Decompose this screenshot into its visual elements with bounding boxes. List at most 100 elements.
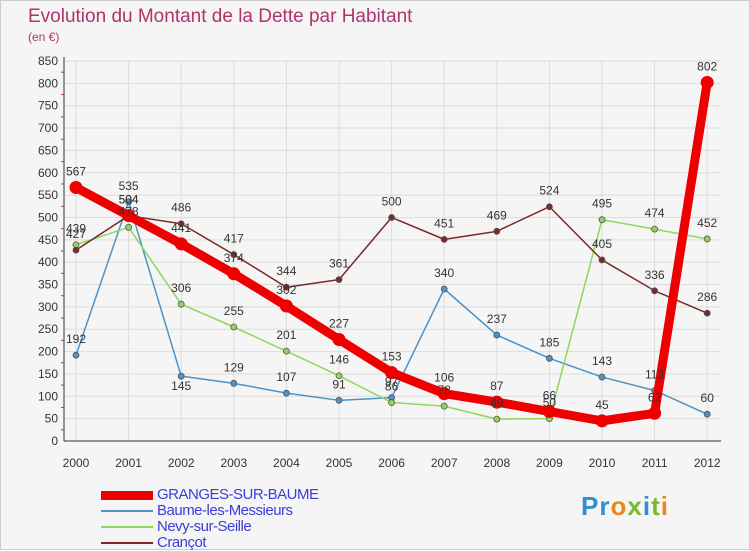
data-point <box>72 246 80 254</box>
data-label: 192 <box>66 332 86 346</box>
data-label: 78 <box>438 383 452 397</box>
data-point <box>385 366 399 380</box>
data-point <box>125 223 132 231</box>
data-label: 439 <box>66 222 86 236</box>
data-point <box>595 414 609 428</box>
data-point <box>437 387 451 401</box>
data-label: 87 <box>490 379 504 393</box>
y-tick-label: 550 <box>38 188 58 202</box>
data-label: 153 <box>382 350 402 364</box>
data-point <box>440 402 448 410</box>
y-tick-label: 400 <box>38 255 58 269</box>
chart-title: Evolution du Montant de la Dette par Hab… <box>28 6 413 27</box>
data-label: 478 <box>119 204 139 218</box>
legend-swatch <box>101 490 153 500</box>
data-point <box>282 283 290 291</box>
y-tick-label: 200 <box>38 345 58 359</box>
data-point <box>388 399 396 406</box>
chart-subtitle: (en €) <box>28 30 60 44</box>
data-point <box>542 404 556 418</box>
legend-label: Baume-les-Messieurs <box>157 502 293 519</box>
legend-swatch <box>101 542 153 544</box>
data-point <box>279 299 293 313</box>
data-label: 500 <box>382 194 402 208</box>
data-point <box>651 287 658 295</box>
grid-layer <box>64 60 721 442</box>
data-point <box>598 373 606 381</box>
data-label: 145 <box>171 379 191 393</box>
y-tick-label: 0 <box>51 434 58 448</box>
data-label: 143 <box>592 354 612 368</box>
data-point <box>335 276 343 284</box>
data-point <box>703 235 711 243</box>
data-point <box>493 415 501 423</box>
data-point <box>230 251 238 258</box>
data-label: 107 <box>276 370 296 384</box>
legend-label: Nevy-sur-Seille <box>157 518 252 535</box>
data-label: 50 <box>543 396 557 410</box>
data-point <box>648 406 662 420</box>
data-point <box>69 181 83 195</box>
data-point <box>227 267 241 281</box>
data-point <box>490 395 504 409</box>
y-tick-label: 300 <box>38 300 58 314</box>
data-label: 255 <box>224 304 244 318</box>
data-point <box>598 216 606 224</box>
y-tick-label: 800 <box>38 76 58 90</box>
data-label: 97 <box>385 375 399 389</box>
data-label: 427 <box>66 227 86 241</box>
x-tick-label: 2007 <box>431 456 458 470</box>
data-point <box>335 396 343 404</box>
data-point <box>332 333 346 347</box>
data-label: 45 <box>595 398 609 412</box>
data-label: 452 <box>697 216 717 230</box>
data-point <box>335 372 343 380</box>
legend-label: Crançot <box>157 534 207 551</box>
brand-letter: o <box>610 491 628 521</box>
x-tick-label: 2009 <box>536 456 563 470</box>
label-layer: 567 504 441 374 302 227 153 106 87 66 45 62 802 192 53… <box>66 59 718 411</box>
y-tick-label: 150 <box>38 367 58 381</box>
data-label: 286 <box>697 290 717 304</box>
data-point <box>282 389 290 397</box>
data-label: 106 <box>434 371 454 385</box>
data-label: 504 <box>119 193 139 207</box>
data-point <box>546 354 553 362</box>
data-label: 306 <box>171 281 191 295</box>
data-point <box>177 220 185 228</box>
series-layer <box>69 75 714 428</box>
data-point <box>440 235 448 243</box>
legend-swatch <box>101 526 153 528</box>
brand-logo: Proxiti <box>581 491 669 522</box>
data-point <box>493 227 501 235</box>
y-tick-label: 700 <box>38 121 58 135</box>
data-label: 336 <box>645 268 665 282</box>
brand-letter: r <box>599 491 611 521</box>
data-label: 524 <box>539 184 559 198</box>
data-label: 486 <box>171 201 191 215</box>
y-tick-label: 650 <box>38 143 58 157</box>
data-label: 113 <box>645 367 664 381</box>
data-point <box>440 285 448 293</box>
data-point <box>282 347 290 355</box>
brand-letter: i <box>660 491 669 521</box>
data-label: 344 <box>276 264 296 278</box>
x-tick-label: 2006 <box>378 456 405 470</box>
data-point <box>388 214 396 221</box>
data-label: 495 <box>592 197 612 211</box>
brand-letter: P <box>581 491 600 521</box>
data-point <box>72 351 80 359</box>
y-tick-label: 500 <box>38 210 58 224</box>
legend-swatch <box>101 510 153 512</box>
data-point <box>703 410 711 418</box>
y-tick-label: 100 <box>38 389 58 403</box>
data-point <box>546 203 553 211</box>
x-tick-label: 2010 <box>589 456 616 470</box>
data-point <box>651 225 658 233</box>
data-label: 237 <box>487 312 507 326</box>
x-tick-label: 2008 <box>483 456 510 470</box>
data-label: 91 <box>332 377 346 391</box>
x-tick-label: 2004 <box>273 456 300 470</box>
data-label: 201 <box>276 328 296 342</box>
